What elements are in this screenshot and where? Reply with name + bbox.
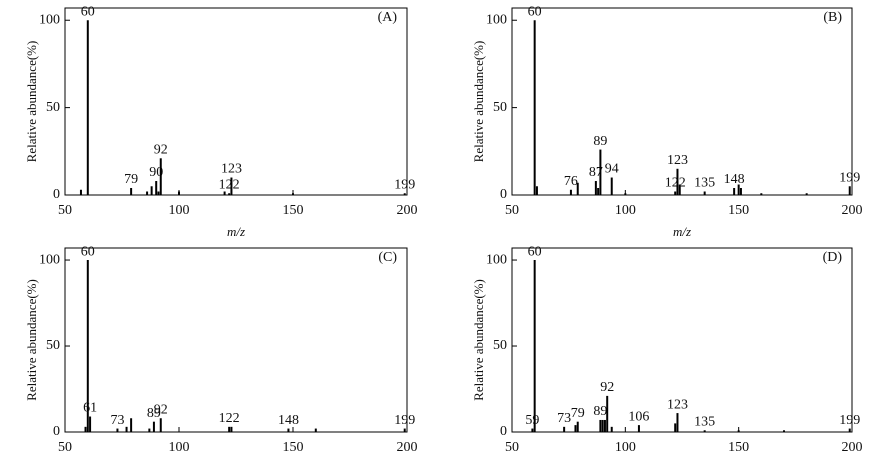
panel-label: (D) bbox=[823, 250, 843, 265]
peak-label: 123 bbox=[221, 162, 242, 177]
peak-label: 79 bbox=[571, 406, 585, 421]
y-axis-label: Relative abundance(%) bbox=[471, 279, 486, 401]
peak-label: 89 bbox=[147, 406, 161, 421]
peak-label: 199 bbox=[394, 177, 415, 192]
peak-label: 92 bbox=[600, 380, 614, 395]
peak-label: 92 bbox=[154, 143, 168, 158]
x-tick-label: 50 bbox=[505, 440, 519, 455]
peak-label: 135 bbox=[694, 176, 715, 191]
peak-label: 135 bbox=[694, 414, 715, 429]
peak-label: 148 bbox=[724, 172, 745, 187]
x-tick-label: 100 bbox=[169, 203, 190, 218]
y-tick-label: 0 bbox=[500, 187, 507, 202]
peak-label: 76 bbox=[564, 174, 578, 189]
y-tick-label: 0 bbox=[53, 187, 60, 202]
y-axis-label: Relative abundance(%) bbox=[24, 41, 39, 163]
peak-label: 87 bbox=[589, 165, 603, 180]
peak-label: 89 bbox=[593, 404, 607, 419]
panel-label: (B) bbox=[823, 10, 842, 25]
x-tick-label: 150 bbox=[283, 203, 304, 218]
peak-label: 199 bbox=[839, 413, 860, 428]
peak-label: 122 bbox=[665, 176, 686, 191]
y-tick-label: 100 bbox=[486, 12, 507, 27]
x-tick-label: 100 bbox=[615, 203, 636, 218]
peak-label: 73 bbox=[557, 411, 571, 426]
x-tick-label: 200 bbox=[397, 203, 418, 218]
x-tick-label: 150 bbox=[728, 203, 749, 218]
y-tick-label: 0 bbox=[500, 424, 507, 439]
x-axis-label: m/z bbox=[227, 224, 245, 239]
plot-frame bbox=[511, 7, 853, 196]
peak-label: 60 bbox=[528, 4, 542, 19]
x-tick-label: 200 bbox=[842, 440, 863, 455]
x-tick-label: 200 bbox=[397, 440, 418, 455]
peak-label: 199 bbox=[839, 170, 860, 185]
peak-label: 79 bbox=[124, 172, 138, 187]
peak-label: 61 bbox=[83, 401, 97, 416]
y-tick-label: 100 bbox=[39, 252, 60, 267]
x-tick-label: 50 bbox=[58, 440, 72, 455]
panel-label: (C) bbox=[378, 250, 397, 265]
peak-label: 73 bbox=[110, 413, 124, 428]
x-tick-label: 150 bbox=[283, 440, 304, 455]
x-tick-label: 50 bbox=[505, 203, 519, 218]
y-tick-label: 50 bbox=[493, 338, 507, 353]
x-tick-label: 150 bbox=[728, 440, 749, 455]
peak-label: 199 bbox=[394, 413, 415, 428]
panel-label: (A) bbox=[378, 10, 398, 25]
y-tick-label: 50 bbox=[493, 100, 507, 115]
x-tick-label: 100 bbox=[169, 440, 190, 455]
y-tick-label: 0 bbox=[53, 424, 60, 439]
peak-label: 123 bbox=[667, 153, 688, 168]
y-tick-label: 50 bbox=[46, 338, 60, 353]
x-axis-label: m/z bbox=[673, 224, 691, 239]
peak-label: 148 bbox=[278, 413, 299, 428]
peak-label: 122 bbox=[219, 177, 240, 192]
peak-label: 123 bbox=[667, 397, 688, 412]
peak-label: 59 bbox=[525, 413, 539, 428]
y-axis-label: Relative abundance(%) bbox=[24, 279, 39, 401]
peak-label: 122 bbox=[219, 411, 240, 426]
y-tick-label: 50 bbox=[46, 100, 60, 115]
y-tick-label: 100 bbox=[39, 12, 60, 27]
x-tick-label: 50 bbox=[58, 203, 72, 218]
peak-label: 94 bbox=[605, 162, 619, 177]
peak-label: 90 bbox=[149, 165, 163, 180]
plot-frame bbox=[511, 247, 853, 433]
x-tick-label: 100 bbox=[615, 440, 636, 455]
y-axis-label: Relative abundance(%) bbox=[471, 41, 486, 163]
peak-label: 60 bbox=[81, 244, 95, 259]
peak-label: 60 bbox=[528, 244, 542, 259]
x-tick-label: 200 bbox=[842, 203, 863, 218]
peak-label: 60 bbox=[81, 4, 95, 19]
y-tick-label: 100 bbox=[486, 252, 507, 267]
peak-label: 89 bbox=[593, 134, 607, 149]
peak-label: 106 bbox=[628, 409, 649, 424]
plot-frame bbox=[64, 247, 408, 433]
peak-label: 92 bbox=[154, 402, 168, 417]
plot-frame bbox=[64, 7, 408, 196]
